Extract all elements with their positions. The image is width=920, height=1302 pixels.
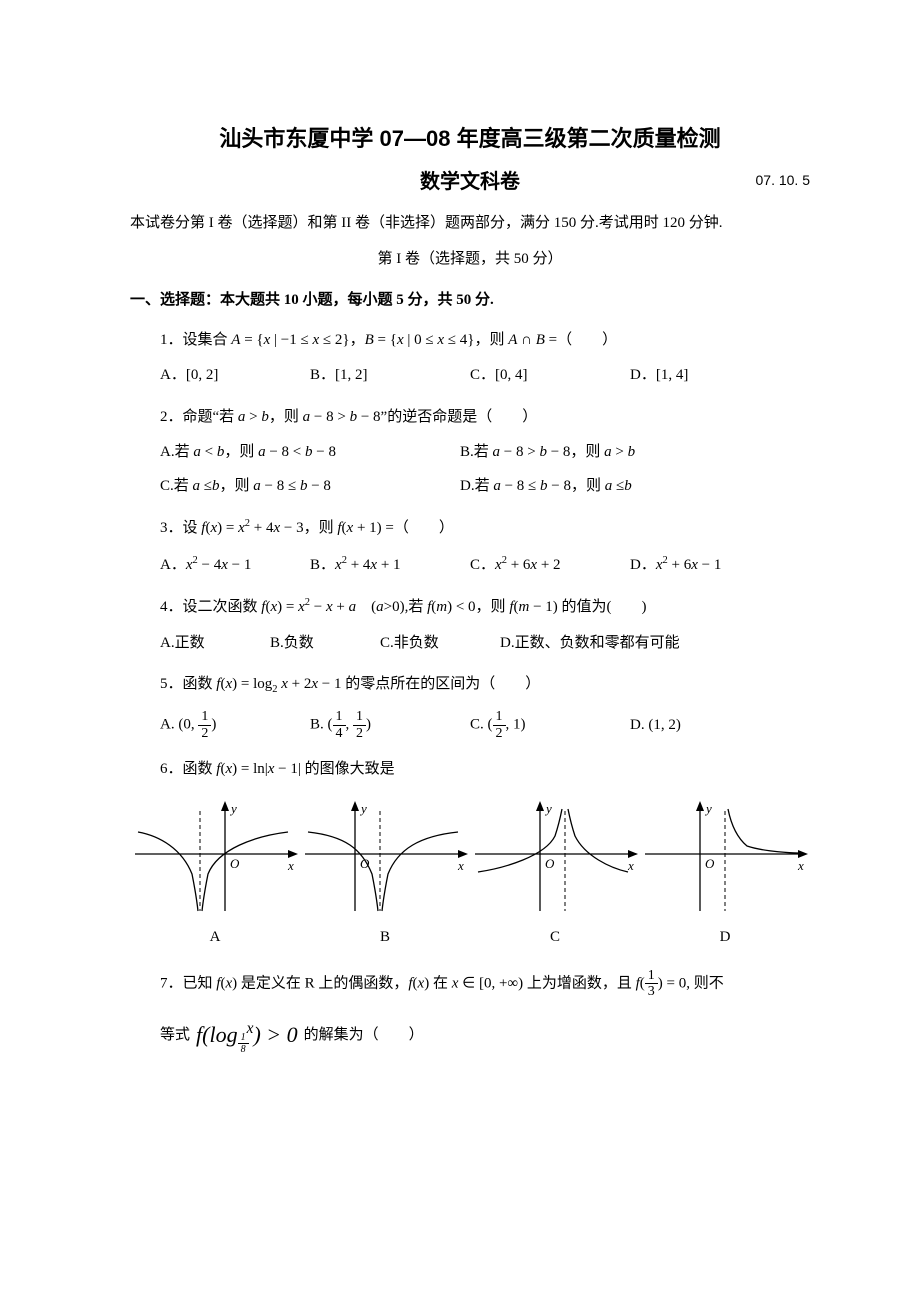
question-4: 4．设二次函数 f(x) = x2 − x + a (a>0),若 f(m) <… <box>160 594 810 656</box>
question-5: 5．函数 f(x) = log2 x + 2x − 1 的零点所在的区间为（ ）… <box>160 672 810 741</box>
graph-label-b: B <box>300 925 470 951</box>
question-stem: 4．设二次函数 f(x) = x2 − x + a (a>0),若 f(m) <… <box>160 594 810 621</box>
question-stem: 1．设集合 A = {x | −1 ≤ x ≤ 2}，B = {x | 0 ≤ … <box>160 328 810 354</box>
svg-text:y: y <box>704 801 712 816</box>
option: B．x2 + 4x + 1 <box>310 552 470 579</box>
part-label: 第 I 卷（选择题，共 50 分） <box>130 247 810 273</box>
option: A.若 a < b，则 a − 8 < b − 8 <box>160 440 460 466</box>
graph-c: y x O <box>470 799 640 919</box>
svg-text:O: O <box>545 856 555 871</box>
graph-label-d: D <box>640 925 810 951</box>
option: D．[1, 4] <box>630 363 688 389</box>
question-7-line1: 7．已知 f(x) 是定义在 R 上的偶函数，f(x) 在 x ∈ [0, +∞… <box>160 968 810 1000</box>
svg-text:O: O <box>230 856 240 871</box>
graph-label-c: C <box>470 925 640 951</box>
question-1: 1．设集合 A = {x | −1 ≤ x ≤ 2}，B = {x | 0 ≤ … <box>160 328 810 389</box>
graph-a: y x O <box>130 799 300 919</box>
option: D．x2 + 6x − 1 <box>630 552 721 579</box>
questions-container: 1．设集合 A = {x | −1 ≤ x ≤ 2}，B = {x | 0 ≤ … <box>130 328 810 783</box>
graph-d: y x O <box>640 799 810 919</box>
intro-text: 本试卷分第 I 卷（选择题）和第 II 卷（非选择）题两部分，满分 150 分.… <box>130 211 810 237</box>
svg-text:x: x <box>287 858 294 873</box>
option: A．[0, 2] <box>160 363 310 389</box>
svg-text:y: y <box>229 801 237 816</box>
svg-text:x: x <box>797 858 804 873</box>
question-stem: 5．函数 f(x) = log2 x + 2x − 1 的零点所在的区间为（ ） <box>160 672 810 699</box>
svg-text:x: x <box>457 858 464 873</box>
option: D. (1, 2) <box>630 713 681 739</box>
option: A. (0, 12) <box>160 709 310 741</box>
option: C. (12, 1) <box>470 709 630 741</box>
question-7-line2: 等式 f(log18x) > 0 的解集为（ ） <box>160 1016 810 1057</box>
option: A．x2 − 4x − 1 <box>160 552 310 579</box>
q7-prefix: 等式 <box>160 1023 190 1049</box>
svg-text:O: O <box>360 856 370 871</box>
graph-labels: A B C D <box>130 925 810 951</box>
subtitle-row: 数学文科卷 07. 10. 5 <box>130 165 810 199</box>
svg-text:y: y <box>359 801 367 816</box>
date: 07. 10. 5 <box>756 169 811 193</box>
q7-bigmath: f(log18x) > 0 <box>196 1016 298 1057</box>
question-options: A. (0, 12)B. (14, 12)C. (12, 1)D. (1, 2) <box>160 709 810 741</box>
option: B.负数 <box>270 631 380 657</box>
question-stem: 2．命题“若 a > b，则 a − 8 > b − 8”的逆否命题是（ ） <box>160 405 810 431</box>
graph-b: y x O <box>300 799 470 919</box>
option: D.正数、负数和零都有可能 <box>500 631 760 657</box>
section-header: 一、选择题：本大题共 10 小题，每小题 5 分，共 50 分. <box>130 288 810 314</box>
question-3: 3．设 f(x) = x2 + 4x − 3，则 f(x + 1) =（ ） A．… <box>160 515 810 578</box>
svg-text:y: y <box>544 801 552 816</box>
option: C．[0, 4] <box>470 363 630 389</box>
question-stem: 6．函数 f(x) = ln|x − 1| 的图像大致是 <box>160 757 810 783</box>
option: B．[1, 2] <box>310 363 470 389</box>
question-options: A．[0, 2]B．[1, 2]C．[0, 4]D．[1, 4] <box>160 363 810 389</box>
question-options: A.正数B.负数C.非负数D.正数、负数和零都有可能 <box>160 631 810 657</box>
option: C.若 a ≤b，则 a − 8 ≤ b − 8 <box>160 474 460 500</box>
svg-text:x: x <box>627 858 634 873</box>
option: A.正数 <box>160 631 270 657</box>
question-6: 6．函数 f(x) = ln|x − 1| 的图像大致是 <box>160 757 810 783</box>
graph-label-a: A <box>130 925 300 951</box>
subtitle: 数学文科卷 <box>420 171 520 193</box>
option: B.若 a − 8 > b − 8，则 a > b <box>460 440 760 466</box>
option: C.非负数 <box>380 631 500 657</box>
page-title: 汕头市东厦中学 07—08 年度高三级第二次质量检测 <box>130 120 810 157</box>
q7-suffix: 的解集为（ ） <box>304 1023 424 1049</box>
graph-row: y x O y x O y x O y x O <box>130 799 810 919</box>
option: C．x2 + 6x + 2 <box>470 552 630 579</box>
question-options: A．x2 − 4x − 1B．x2 + 4x + 1C．x2 + 6x + 2D… <box>160 552 810 579</box>
question-2: 2．命题“若 a > b，则 a − 8 > b − 8”的逆否命题是（ ） A.… <box>160 405 810 500</box>
question-stem: 3．设 f(x) = x2 + 4x − 3，则 f(x + 1) =（ ） <box>160 515 810 542</box>
option: D.若 a − 8 ≤ b − 8，则 a ≤b <box>460 474 760 500</box>
option: B. (14, 12) <box>310 709 470 741</box>
question-options: A.若 a < b，则 a − 8 < b − 8B.若 a − 8 > b −… <box>160 440 810 499</box>
svg-text:O: O <box>705 856 715 871</box>
